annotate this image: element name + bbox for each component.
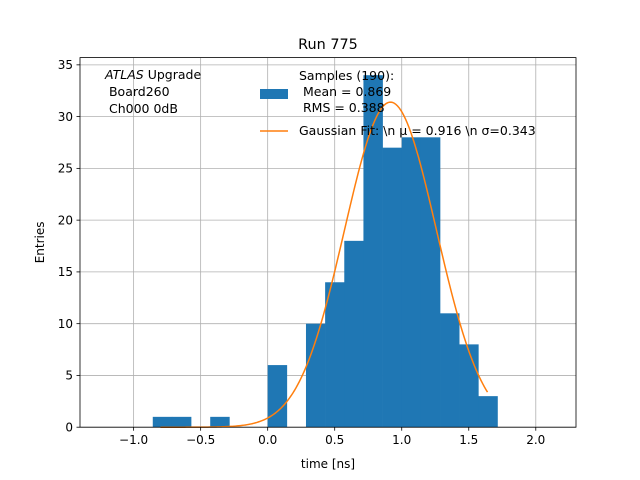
histogram-bar: [478, 396, 498, 428]
chart-title: Run 775: [298, 37, 358, 53]
histogram-bar: [440, 313, 460, 428]
legend-histogram-swatch: [260, 89, 288, 99]
histogram-bar: [363, 75, 383, 428]
legend: Samples (190): Mean = 0.869 RMS = 0.388 G…: [260, 68, 536, 138]
y-tick-label: 35: [58, 58, 73, 72]
histogram-bar: [267, 365, 288, 428]
histogram-bar: [401, 137, 422, 428]
legend-fit-label: Gaussian Fit: \n μ = 0.916 \n σ=0.343: [299, 123, 536, 138]
atlas-annotation: ATLAS Upgrade Board260 Ch000 0dB: [104, 67, 201, 116]
x-tick-label: −1.0: [119, 433, 148, 447]
y-axis-ticks: 0 5 10 15 20 25 30 35: [58, 58, 80, 435]
y-tick-label: 10: [58, 317, 73, 331]
y-axis-label: Entries: [33, 222, 47, 264]
plot-frame: [79, 57, 577, 428]
histogram-bar: [382, 147, 403, 428]
histogram-bars: [152, 75, 498, 428]
annotation-board: Board260: [105, 84, 170, 99]
x-tick-label: 1.0: [392, 433, 411, 447]
legend-histogram-label: Samples (190): Mean = 0.869 RMS = 0.388: [299, 68, 394, 115]
x-tick-label: 0.5: [325, 433, 344, 447]
histogram-bar: [210, 416, 230, 428]
annotation-upgrade: Upgrade: [144, 67, 202, 82]
annotation-channel: Ch000 0dB: [105, 101, 178, 116]
x-axis-ticks: −1.0 −0.5 0.0 0.5 1.0 1.5 2.0: [119, 427, 545, 447]
x-tick-label: −0.5: [186, 433, 215, 447]
x-axis-label: time [ns]: [301, 457, 355, 471]
x-tick-label: 1.5: [459, 433, 478, 447]
histogram-bar: [171, 416, 192, 428]
y-tick-label: 0: [65, 421, 73, 435]
x-tick-label: 2.0: [526, 433, 545, 447]
y-tick-label: 25: [58, 162, 73, 176]
histogram-bar: [459, 344, 479, 428]
annotation-atlas: ATLAS: [104, 67, 144, 82]
histogram-bar: [325, 282, 345, 428]
y-tick-label: 30: [58, 110, 73, 124]
histogram-bar: [152, 416, 173, 428]
svg-text:ATLAS Upgrade: ATLAS Upgrade: [104, 67, 201, 82]
y-tick-label: 15: [58, 265, 73, 279]
histogram-bar: [420, 137, 441, 428]
y-tick-label: 20: [58, 213, 73, 227]
histogram-bar: [305, 323, 326, 428]
x-tick-label: 0.0: [258, 433, 277, 447]
histogram-bar: [344, 240, 364, 428]
y-tick-label: 5: [65, 369, 73, 383]
